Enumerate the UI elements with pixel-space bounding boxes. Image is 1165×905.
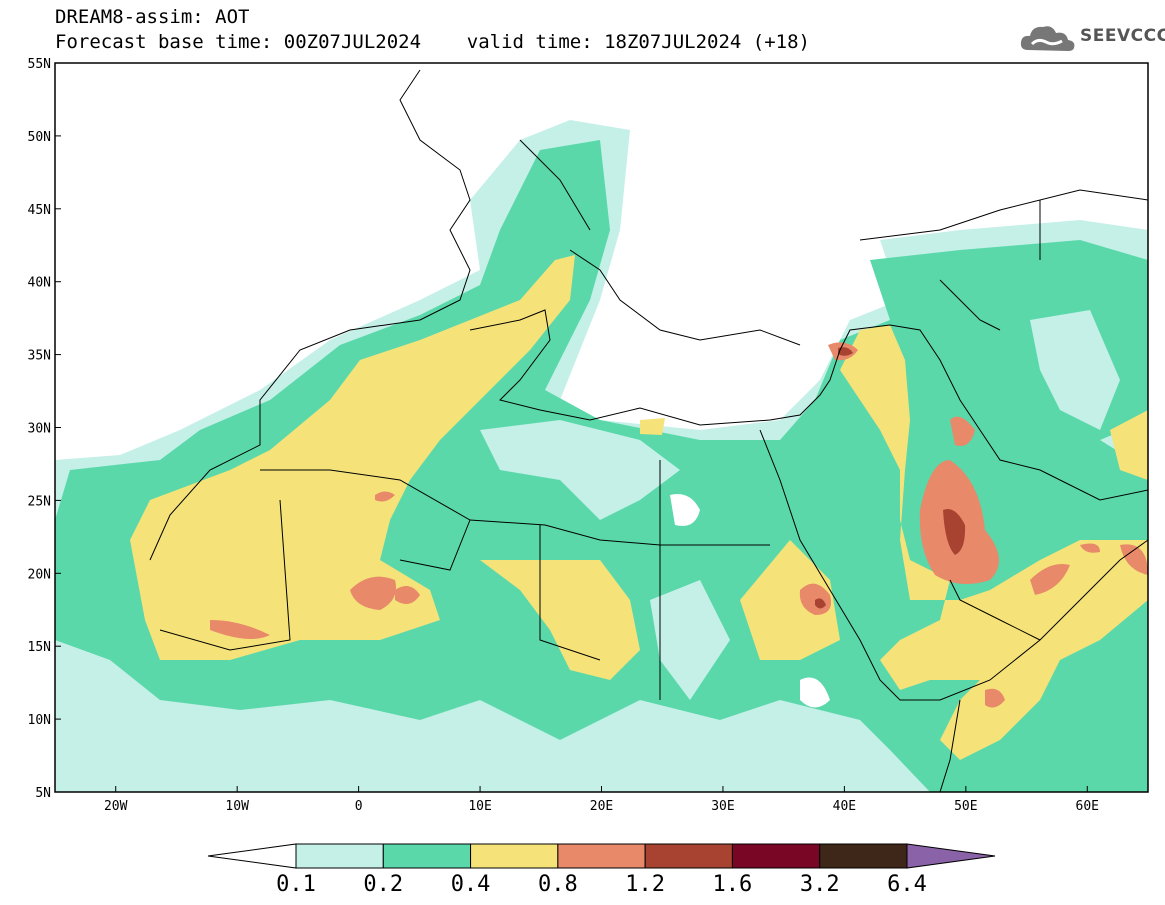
colorbar-label: 3.2 — [799, 872, 840, 897]
y-tick-label: 40N — [28, 276, 51, 291]
x-tick-label: 60E — [1076, 799, 1099, 814]
x-tick-label: 30E — [711, 799, 734, 814]
x-tick-label: 50E — [954, 799, 977, 814]
colorbar-segment — [557, 843, 646, 869]
x-tick-label: 20W — [104, 799, 128, 814]
x-tick-label: 10W — [225, 799, 249, 814]
aot-contours — [55, 120, 1148, 792]
y-tick-label: 45N — [28, 203, 51, 218]
x-tick-label: 40E — [833, 799, 856, 814]
y-tick-label: 25N — [28, 494, 51, 509]
coastlines — [149, 69, 1148, 792]
x-axis: 20W 10W 0 10E 20E 30E 40E 50E 60E — [104, 786, 1099, 814]
colorbar-label: 6.4 — [887, 872, 927, 897]
y-tick-label: 15N — [28, 640, 51, 655]
colorbar-segment — [295, 843, 384, 869]
colorbar-label: 0.4 — [450, 872, 491, 897]
colorbar-segment — [470, 843, 559, 869]
y-tick-label: 5N — [35, 786, 51, 801]
colorbar-label: 0.1 — [276, 872, 316, 897]
map-title: DREAM8-assim: AOT — [55, 6, 250, 28]
x-tick-label: 0 — [355, 799, 363, 814]
seevccc-logo: SEEVCCC — [1018, 20, 1165, 60]
colorbar-label: 0.2 — [363, 872, 404, 897]
y-tick-label: 10N — [28, 713, 51, 728]
x-tick-label: 10E — [468, 799, 491, 814]
logo-text: SEEVCCC — [1080, 26, 1165, 46]
colorbar-label: 1.2 — [625, 872, 666, 897]
y-tick-label: 55N — [28, 57, 51, 72]
y-tick-label: 35N — [28, 349, 51, 364]
colorbar-label: 1.6 — [712, 872, 753, 897]
colorbar-over-triangle — [906, 843, 996, 869]
forecast-time-label: Forecast base time: 00Z07JUL2024 valid t… — [55, 31, 810, 53]
colorbar-under-triangle — [207, 843, 297, 869]
colorbar-segment — [644, 843, 733, 869]
y-axis: 55N 50N 45N 40N 35N 30N 25N 20N 15N 10N 5N — [28, 57, 61, 801]
colorbar-segment — [731, 843, 821, 869]
colorbar — [207, 843, 996, 869]
colorbar-segment — [382, 843, 472, 869]
colorbar-label: 0.8 — [537, 872, 578, 897]
y-tick-label: 20N — [28, 567, 51, 582]
x-tick-label: 20E — [590, 799, 613, 814]
colorbar-segment — [819, 843, 908, 869]
cloud-icon — [1020, 26, 1075, 51]
y-tick-label: 30N — [28, 422, 51, 437]
y-tick-label: 50N — [28, 130, 51, 145]
